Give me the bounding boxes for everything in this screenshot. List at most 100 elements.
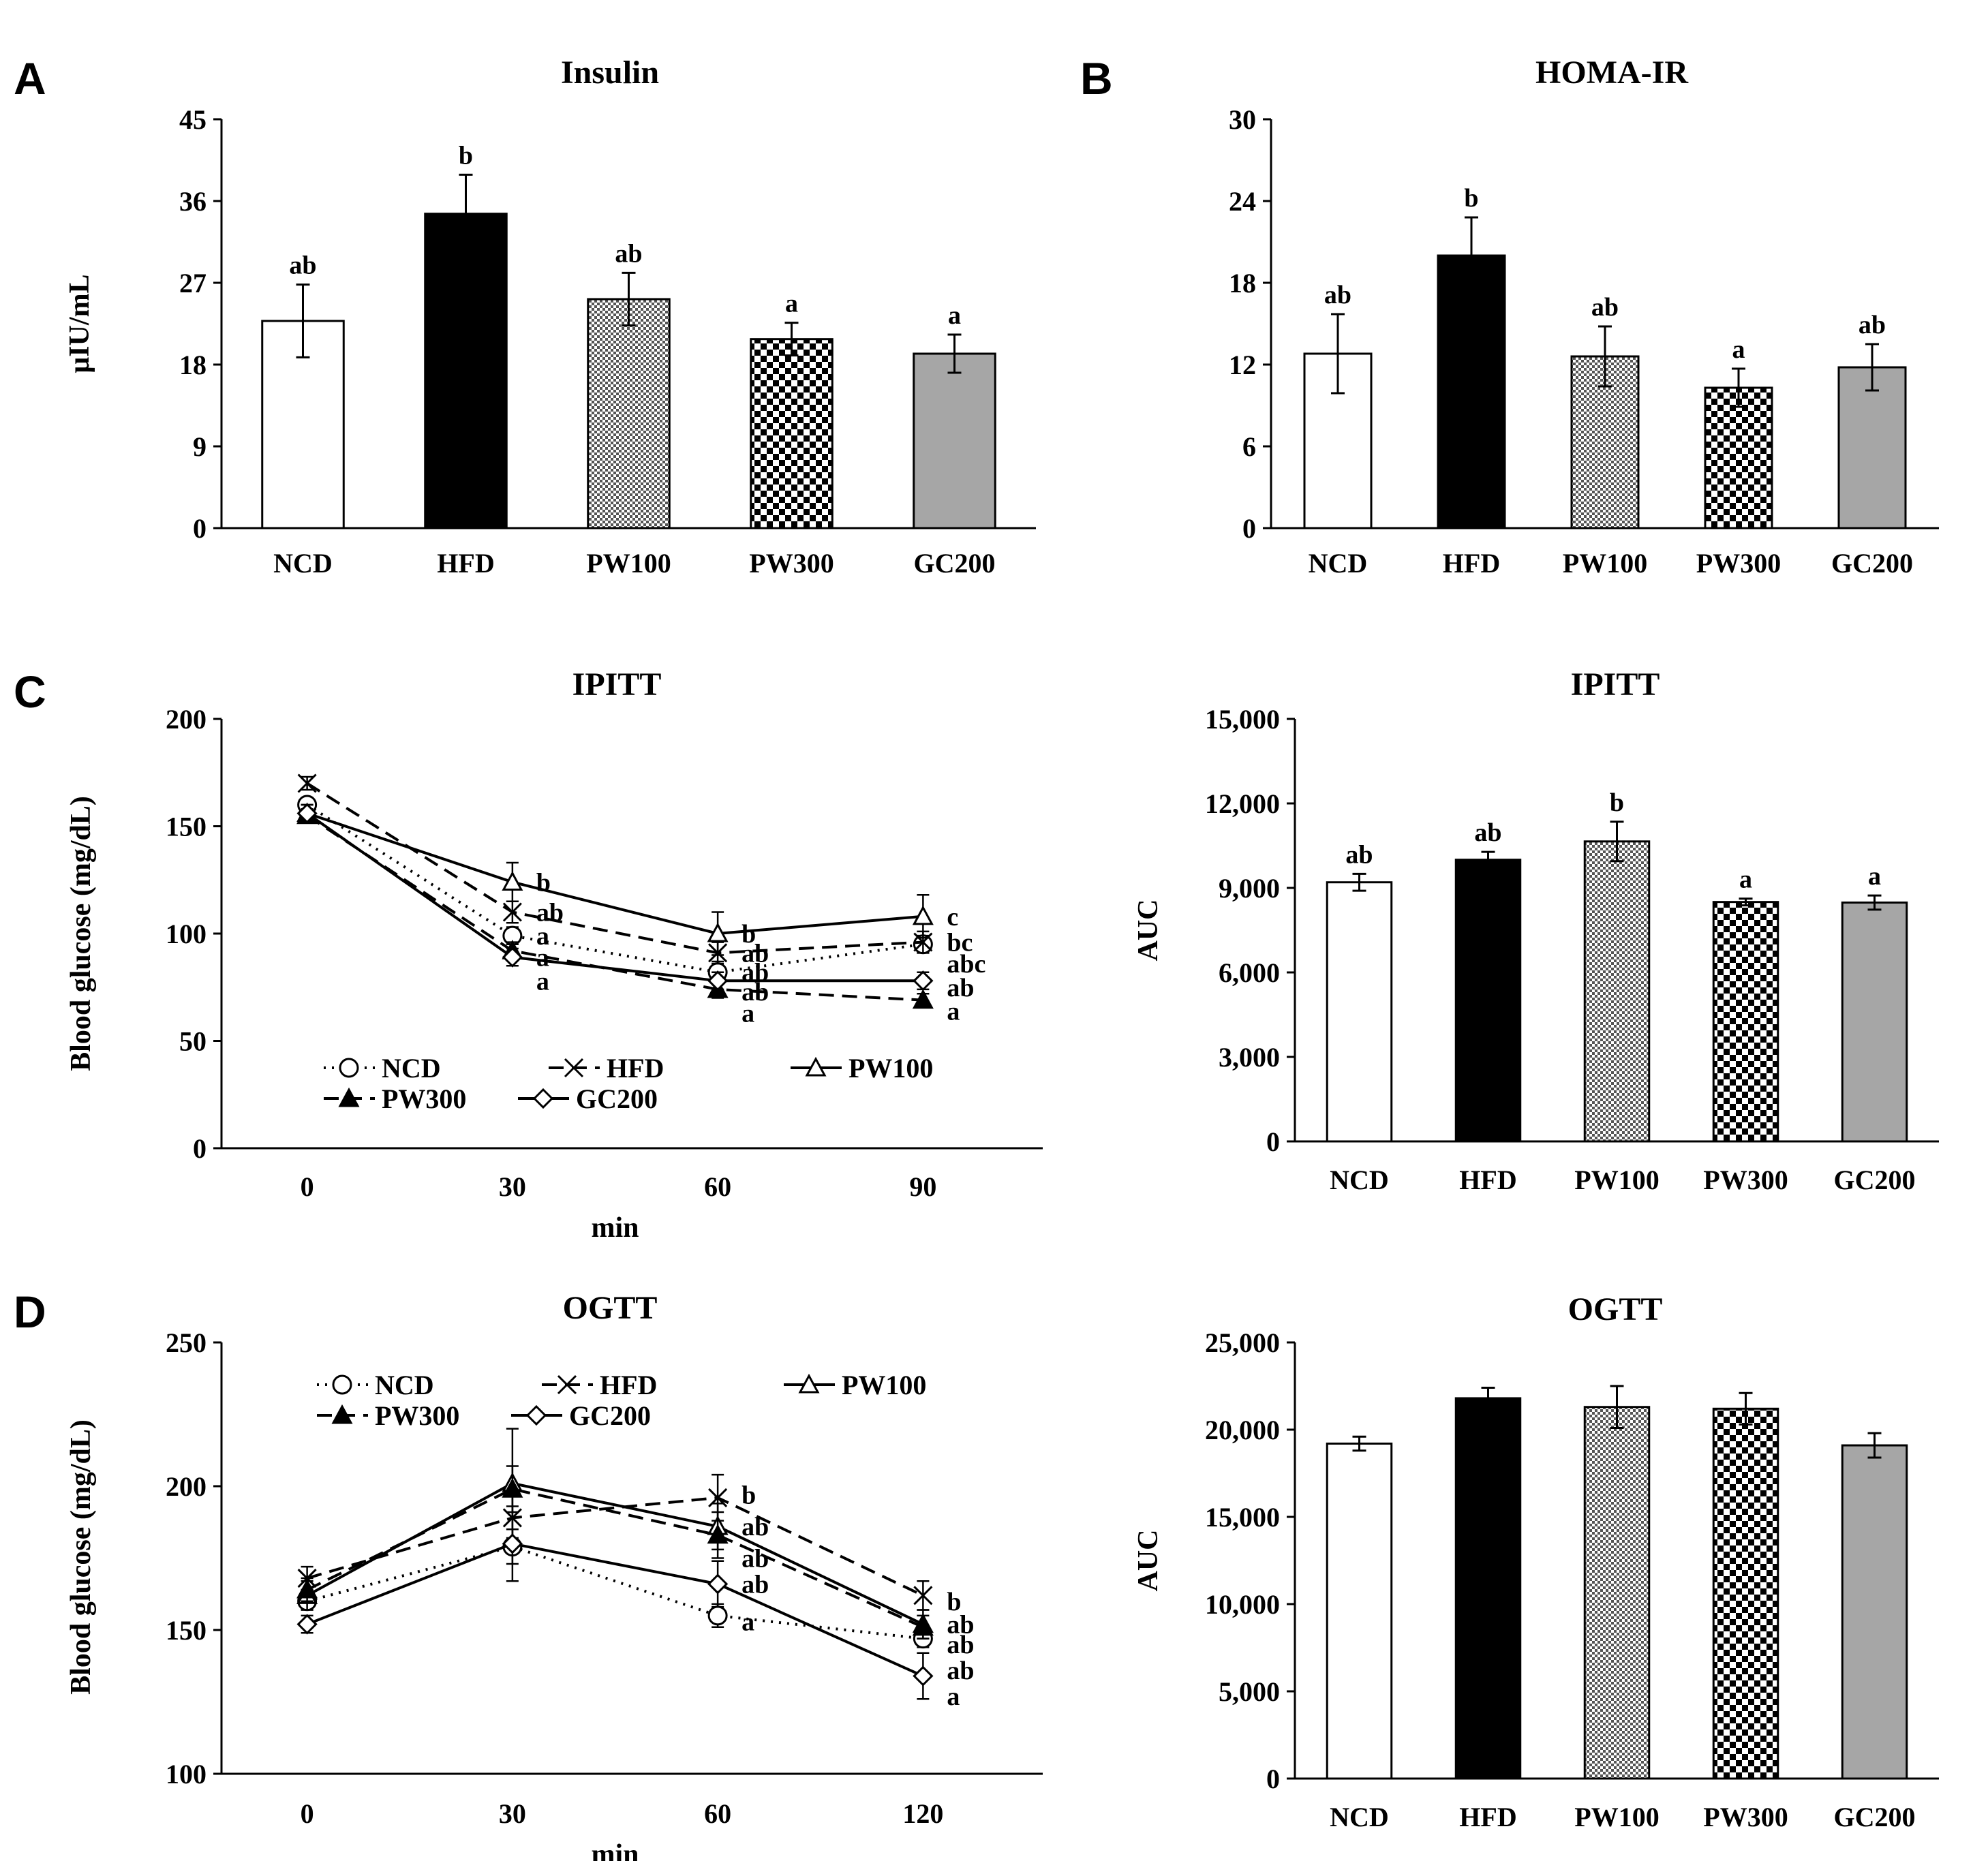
bar-pw300 <box>1712 901 1779 1143</box>
chart-title: HOMA-IR <box>1535 55 1689 91</box>
x-tick-label-ncd: NCD <box>1309 548 1368 579</box>
significance-letter: ab <box>741 1570 769 1599</box>
legend-marker-gc200 <box>525 1404 547 1426</box>
bar-gc200 <box>1837 366 1907 529</box>
panel-letter-d: D <box>14 1287 46 1337</box>
y-axis-title: μIU/mL <box>64 274 95 373</box>
x-tick-label-30: 30 <box>499 1171 526 1202</box>
significance-letter-ncd: ab <box>289 251 316 280</box>
data-point-gc200 <box>707 1573 729 1595</box>
legend-marker-pw100 <box>805 1056 827 1077</box>
chart-title: OGTT <box>563 1290 658 1326</box>
x-tick-label-30: 30 <box>499 1798 526 1829</box>
bar-pw300 <box>1704 386 1773 529</box>
legend-label-gc200: GC200 <box>576 1083 658 1114</box>
series-line-pw100 <box>306 812 923 936</box>
significance-letter: abc <box>947 950 985 979</box>
x-tick-label-60: 60 <box>704 1171 731 1202</box>
data-point-gc200 <box>502 1533 523 1554</box>
y-axis-title: Blood glucose (mg/dL) <box>65 796 97 1071</box>
legend-label-pw100: PW100 <box>848 1053 933 1083</box>
significance-letter: ab <box>741 939 769 968</box>
y-tick-label: 9,000 <box>1219 873 1280 904</box>
x-axis-title: min <box>591 1839 639 1861</box>
x-tick-label-pw300: PW300 <box>1703 1802 1788 1832</box>
x-tick-label-hfd: HFD <box>1443 548 1500 579</box>
significance-letter: ab <box>741 978 769 1006</box>
x-tick-label-ncd: NCD <box>1330 1165 1389 1195</box>
x-tick-label-ncd: NCD <box>273 548 333 579</box>
legend-label-ncd: NCD <box>382 1053 441 1083</box>
x-tick-label-gc200: GC200 <box>1831 548 1913 579</box>
x-tick-label-pw100: PW100 <box>1563 548 1647 579</box>
y-tick-label: 6,000 <box>1219 957 1280 988</box>
data-point-hfd <box>297 773 317 793</box>
insulin-bar-chart: 0 9 18 27 36 45 Insulin μIU/mL ab NCD b HFD ab PW100 a… <box>64 55 1036 579</box>
series-line-ncd <box>307 1545 923 1640</box>
y-tick-label: 0 <box>1266 1126 1280 1157</box>
bar-hfd <box>1454 1397 1522 1780</box>
y-tick-label: 45 <box>179 104 207 135</box>
significance-letter-hfd: b <box>459 141 473 170</box>
y-tick-label: 0 <box>1242 513 1256 544</box>
significance-letter: ab <box>947 1631 974 1659</box>
y-tick-label: 20,000 <box>1205 1415 1280 1445</box>
data-point-gc200 <box>913 970 934 991</box>
x-tick-label-90: 90 <box>909 1171 936 1202</box>
bar-hfd <box>1437 254 1506 529</box>
significance-letter-pw100: ab <box>615 239 642 268</box>
data-point-gc200 <box>296 1614 318 1635</box>
series-line-gc200 <box>306 1542 924 1678</box>
data-point-pw300 <box>912 1616 934 1636</box>
x-tick-label-pw300: PW300 <box>749 548 834 579</box>
y-tick-label: 50 <box>179 1026 207 1057</box>
significance-letter-hfd: b <box>1464 184 1478 213</box>
data-point-gc200 <box>296 803 318 824</box>
y-tick-label: 25,000 <box>1205 1327 1280 1358</box>
bar-hfd <box>424 213 508 529</box>
legend-marker-hfd <box>557 1374 577 1395</box>
data-point-hfd <box>913 1586 933 1605</box>
legend-label-pw100: PW100 <box>842 1370 926 1400</box>
significance-letter-pw100: b <box>1610 788 1624 817</box>
y-tick-label: 0 <box>193 513 207 544</box>
significance-letter: a <box>741 1000 754 1028</box>
data-point-pw300 <box>912 989 934 1009</box>
bar-gc200 <box>913 352 996 529</box>
panel-letter-a: A <box>14 53 46 104</box>
significance-letter: ab <box>741 959 769 987</box>
x-tick-label-pw300: PW300 <box>1703 1165 1788 1195</box>
panel-letter-c: C <box>14 666 46 717</box>
significance-letter-hfd: ab <box>1474 818 1501 847</box>
x-tick-label-pw100: PW100 <box>1574 1802 1659 1832</box>
significance-letter-gc200: a <box>1868 862 1881 891</box>
x-tick-label-120: 120 <box>902 1798 943 1829</box>
y-tick-label: 18 <box>179 350 207 380</box>
chart-title: IPITT <box>1571 666 1660 703</box>
data-point-ncd <box>707 1605 728 1626</box>
legend-marker-ncd <box>332 1374 352 1395</box>
data-point-gc200 <box>707 970 729 991</box>
data-point-pw100 <box>912 905 934 925</box>
bar-pw300 <box>1712 1407 1779 1780</box>
chart-title: IPITT <box>572 666 662 703</box>
significance-letter-pw300: a <box>785 290 798 318</box>
homa-ir-bar-chart: 0 6 12 18 24 30 HOMA-IR ab NCD b HFD ab PW100 a PW300 a… <box>1229 55 1939 579</box>
legend-marker-gc200 <box>532 1088 554 1109</box>
significance-letter: b <box>741 1481 756 1510</box>
x-tick-label-pw100: PW100 <box>1574 1165 1659 1195</box>
series-line-pw100 <box>306 1481 924 1626</box>
significance-letter-pw100: ab <box>1591 293 1619 322</box>
bar-pw100 <box>1583 1406 1651 1780</box>
significance-letter: ab <box>947 1611 974 1640</box>
x-tick-label-ncd: NCD <box>1330 1802 1389 1832</box>
x-tick-label-0: 0 <box>301 1798 314 1829</box>
legend-label-gc200: GC200 <box>569 1400 651 1431</box>
significance-letter: ab <box>741 1513 769 1541</box>
significance-letter: a <box>741 1608 754 1636</box>
legend-marker-pw300 <box>331 1404 353 1424</box>
bar-ncd <box>1326 1442 1393 1780</box>
significance-letter: bc <box>947 929 973 957</box>
legend-label-hfd: HFD <box>600 1370 657 1400</box>
significance-letter-gc200: ab <box>1859 311 1886 339</box>
